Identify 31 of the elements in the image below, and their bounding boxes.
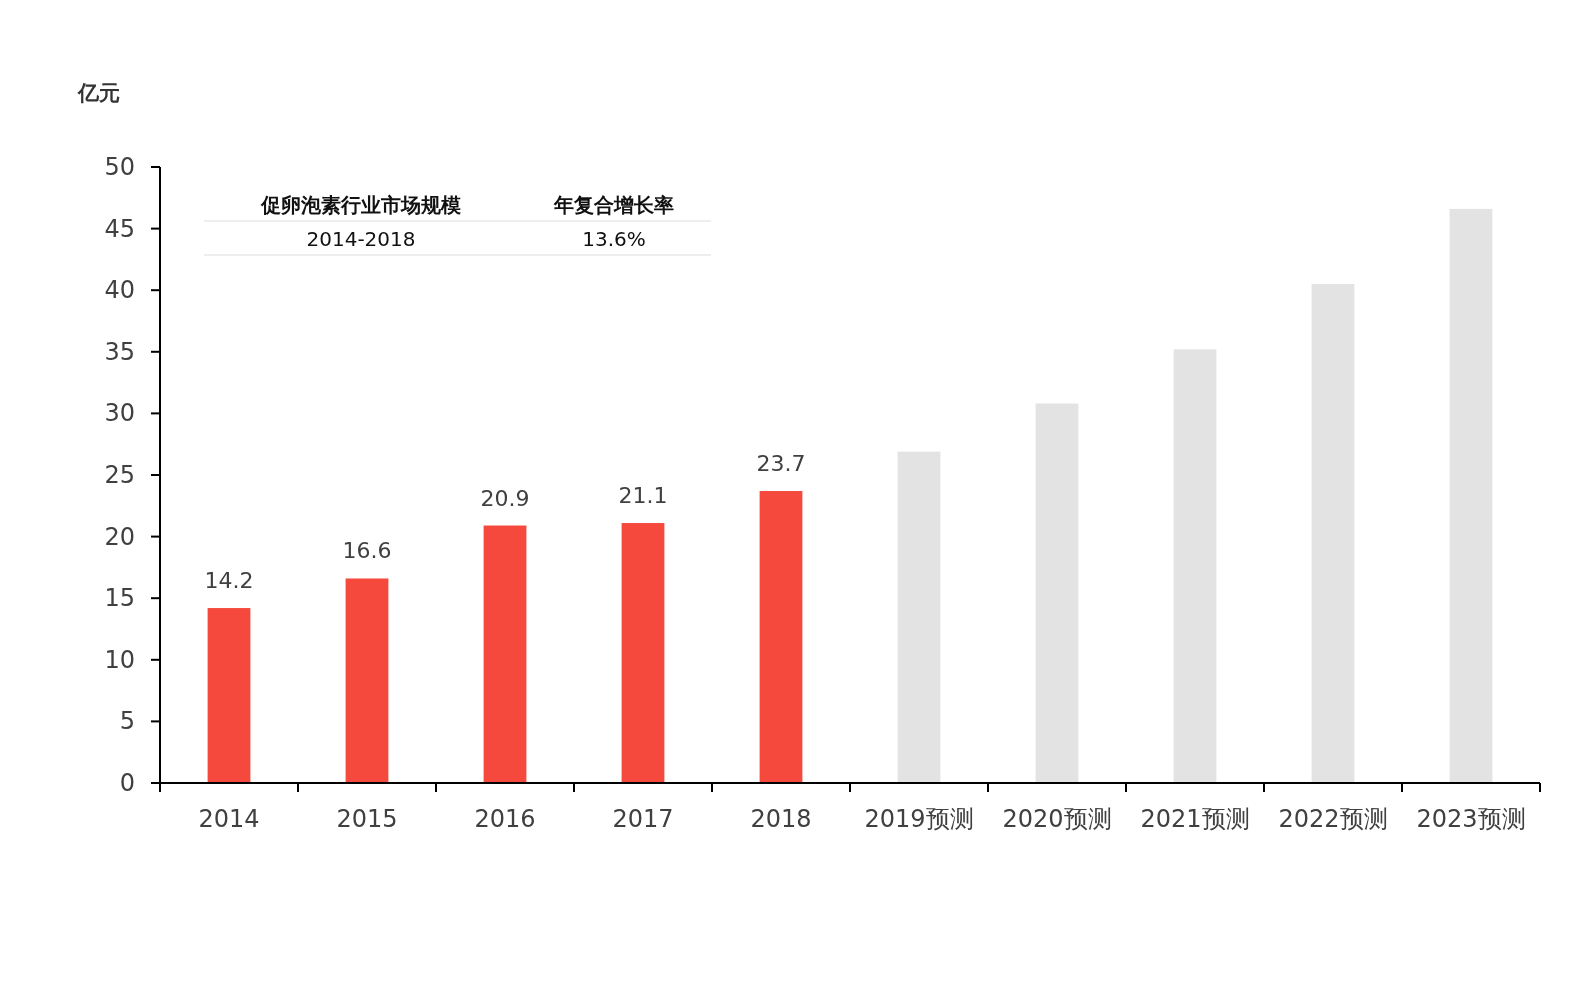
x-tick-label: 2018 <box>750 805 812 833</box>
x-tick-label: 2020预测 <box>1002 805 1112 833</box>
x-tick-label: 2014 <box>198 805 260 833</box>
annotation: 2014-2018 <box>306 227 416 251</box>
y-tick-label: 45 <box>104 214 135 243</box>
x-tick-label: 2022预测 <box>1278 805 1388 833</box>
annotation: 促卵泡素行业市场规模 <box>260 193 461 217</box>
y-axis-title: 亿元 <box>77 81 120 105</box>
annotation: 13.6% <box>582 227 646 251</box>
data-label: 16.6 <box>342 538 392 564</box>
y-tick-label: 50 <box>104 153 135 181</box>
y-tick-label: 5 <box>119 707 135 736</box>
data-label: 23.7 <box>756 451 806 477</box>
y-tick-label: 25 <box>104 461 135 489</box>
data-label: 21.1 <box>618 483 668 509</box>
data-label: 20.9 <box>480 485 530 511</box>
annotation: 年复合增长率 <box>553 193 674 217</box>
x-tick-label: 2017 <box>612 805 674 833</box>
x-tick-label: 2019预测 <box>864 805 974 833</box>
y-tick-label: 40 <box>104 276 135 305</box>
x-tick-label: 2015 <box>336 805 398 833</box>
x-tick-label: 2016 <box>474 805 536 833</box>
y-tick-label: 30 <box>104 399 135 428</box>
x-tick-label: 2023预测 <box>1416 805 1526 833</box>
y-tick-label: 0 <box>119 769 135 797</box>
data-label: 14.2 <box>204 568 254 594</box>
y-tick-label: 10 <box>104 645 135 674</box>
y-tick-label: 35 <box>104 337 135 366</box>
y-tick-label: 15 <box>104 584 135 613</box>
x-tick-label: 2021预测 <box>1140 805 1250 833</box>
y-tick-label: 20 <box>104 522 135 551</box>
